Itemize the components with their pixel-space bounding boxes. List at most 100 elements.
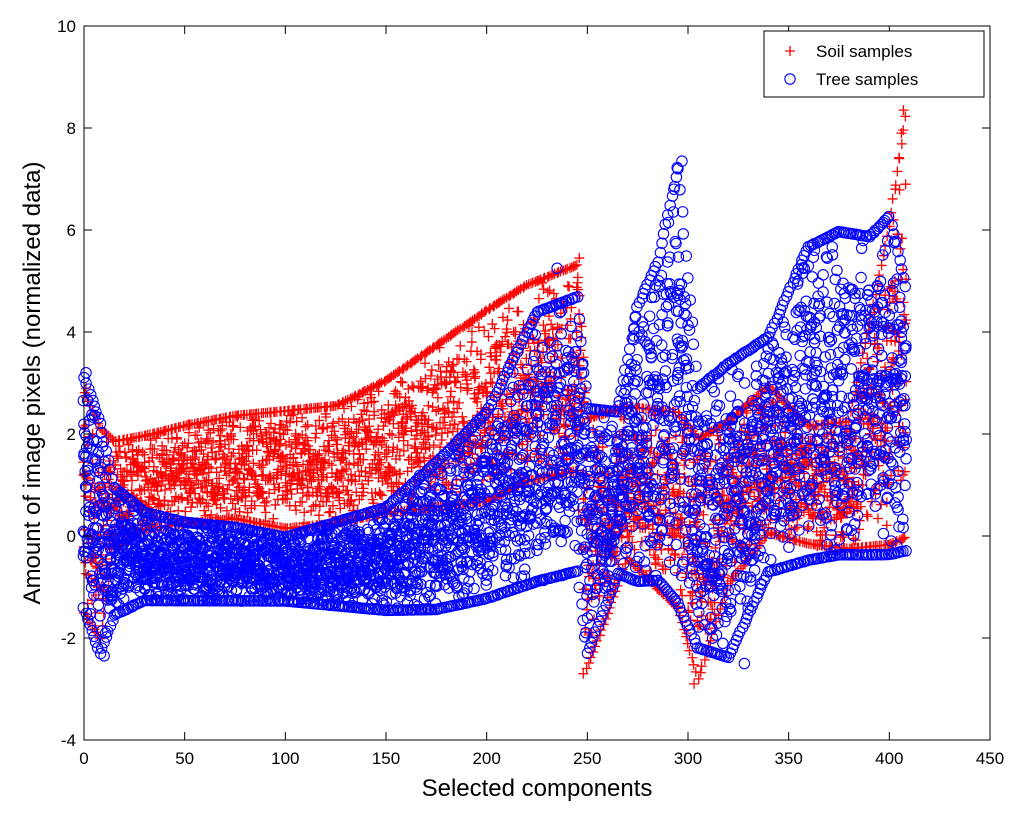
soil-sample-marker	[301, 491, 312, 502]
soil-sample-marker	[895, 243, 906, 254]
soil-sample-marker	[145, 435, 156, 446]
soil-sample-marker	[112, 469, 123, 480]
soil-sample-marker	[261, 496, 272, 507]
soil-sample-marker	[207, 447, 218, 458]
soil-sample-marker	[157, 440, 168, 451]
soil-sample-marker	[314, 510, 325, 521]
soil-sample-marker	[232, 466, 243, 477]
soil-sample-marker	[243, 451, 254, 462]
soil-sample-marker	[689, 678, 700, 689]
soil-sample-marker	[432, 392, 443, 403]
soil-sample-marker	[121, 465, 132, 476]
soil-sample-marker	[315, 484, 326, 495]
soil-sample-marker	[887, 193, 898, 204]
soil-sample-marker	[325, 506, 336, 517]
soil-sample-marker	[208, 423, 219, 434]
soil-sample-marker	[533, 293, 544, 304]
soil-sample-marker	[223, 443, 234, 454]
soil-sample-marker	[152, 486, 163, 497]
soil-sample-marker	[249, 500, 260, 511]
soil-sample-marker	[502, 315, 513, 326]
soil-sample-marker	[215, 502, 226, 513]
soil-sample-marker	[288, 409, 299, 420]
soil-sample-marker	[687, 652, 698, 663]
soil-sample-marker	[240, 500, 251, 511]
soil-sample-marker	[126, 467, 137, 478]
soil-sample-marker	[185, 477, 196, 488]
soil-sample-marker	[423, 400, 434, 411]
soil-sample-marker	[466, 337, 477, 348]
soil-sample-marker	[284, 436, 295, 447]
soil-sample-marker	[415, 376, 426, 387]
soil-sample-marker	[199, 505, 210, 516]
soil-sample-marker	[392, 367, 403, 378]
soil-sample-marker	[310, 432, 321, 443]
soil-sample-marker	[258, 469, 269, 480]
soil-sample-marker	[250, 414, 261, 425]
soil-sample-marker	[274, 482, 285, 493]
soil-sample-marker	[718, 490, 729, 501]
soil-sample-marker	[117, 471, 128, 482]
soil-sample-marker	[284, 417, 295, 428]
soil-sample-marker	[344, 459, 355, 470]
soil-sample-marker	[297, 412, 308, 423]
soil-sample-marker	[198, 448, 209, 459]
soil-sample-marker	[160, 484, 171, 495]
soil-sample-marker	[309, 459, 320, 470]
soil-sample-marker	[469, 313, 480, 324]
soil-sample-marker	[203, 501, 214, 512]
soil-sample-marker	[169, 496, 180, 507]
soil-sample-marker	[442, 427, 453, 438]
soil-sample-marker	[259, 497, 270, 508]
soil-sample-marker	[308, 472, 319, 483]
soil-sample-marker	[297, 497, 308, 508]
soil-sample-marker	[153, 428, 164, 439]
soil-sample-marker	[190, 454, 201, 465]
soil-sample-marker	[141, 471, 152, 482]
soil-sample-marker	[264, 422, 275, 433]
soil-sample-marker	[222, 484, 233, 495]
soil-sample-marker	[306, 505, 317, 516]
soil-sample-marker	[318, 456, 329, 467]
soil-sample-marker	[243, 487, 254, 498]
soil-sample-marker	[227, 421, 238, 432]
soil-sample-marker	[177, 493, 188, 504]
soil-sample-marker	[312, 450, 323, 461]
soil-sample-marker	[255, 487, 266, 498]
soil-sample-marker	[212, 490, 223, 501]
soil-sample-marker	[384, 428, 395, 439]
soil-sample-marker	[326, 481, 337, 492]
soil-sample-marker	[264, 433, 275, 444]
tree-sample-marker	[92, 599, 105, 611]
soil-sample-marker	[214, 473, 225, 484]
soil-sample-marker	[297, 475, 308, 486]
soil-sample-marker	[273, 440, 284, 451]
soil-sample-marker	[395, 376, 406, 387]
soil-sample-marker	[300, 421, 311, 432]
soil-sample-marker	[862, 511, 873, 522]
soil-sample-marker	[459, 354, 470, 365]
soil-sample-marker	[216, 442, 227, 453]
soil-sample-marker	[227, 498, 238, 509]
soil-sample-marker	[252, 481, 263, 492]
soil-sample-marker	[257, 486, 268, 497]
soil-sample-marker	[314, 415, 325, 426]
soil-sample-marker	[302, 482, 313, 493]
soil-sample-marker	[265, 418, 276, 429]
soil-sample-marker	[203, 435, 214, 446]
series-tree-samples	[77, 155, 912, 670]
soil-sample-marker	[288, 452, 299, 463]
soil-sample-marker	[695, 667, 706, 678]
soil-sample-marker	[314, 448, 325, 459]
soil-sample-marker	[196, 436, 207, 447]
soil-sample-marker	[469, 373, 480, 384]
soil-sample-marker	[291, 505, 302, 516]
soil-sample-marker	[280, 493, 291, 504]
soil-sample-marker	[310, 499, 321, 510]
soil-sample-marker	[225, 428, 236, 439]
soil-sample-marker	[228, 420, 239, 431]
soil-sample-marker	[168, 453, 179, 464]
soil-sample-marker	[234, 468, 245, 479]
soil-sample-marker	[241, 456, 252, 467]
